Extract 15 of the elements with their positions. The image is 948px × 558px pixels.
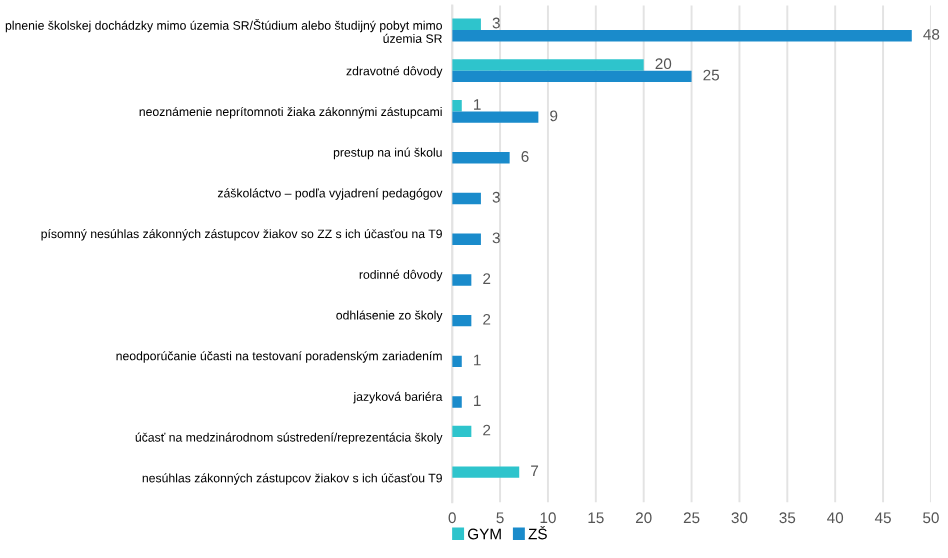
bar: [452, 314, 472, 327]
bar: [452, 100, 462, 112]
bar: [452, 233, 481, 245]
bar: [452, 355, 462, 368]
bar: [452, 396, 462, 408]
bar: [452, 18, 481, 30]
bar: [452, 30, 912, 42]
bar: [452, 152, 510, 164]
bar: [452, 59, 644, 71]
bar: [452, 70, 692, 83]
bar: [452, 425, 472, 438]
bar: [452, 466, 520, 478]
bar: [452, 274, 472, 286]
bar: [452, 111, 539, 123]
bar: [452, 192, 481, 205]
